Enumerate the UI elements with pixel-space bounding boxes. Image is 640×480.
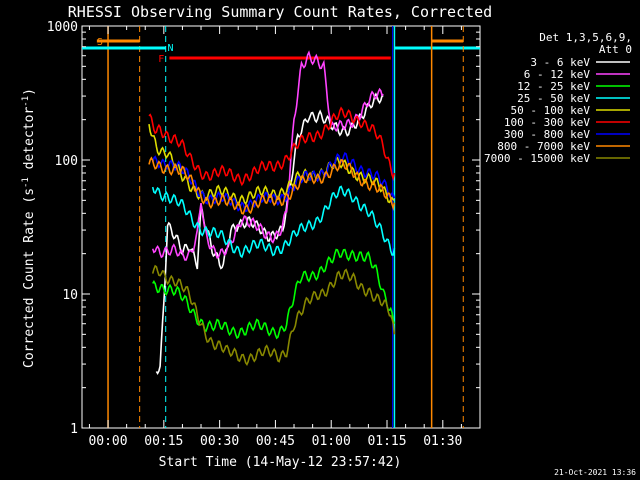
series-1 (151, 50, 384, 261)
legend-header-2: Att 0 (599, 43, 632, 56)
legend-entry-label: 50 - 100 keV (511, 104, 591, 117)
series-8 (151, 264, 396, 366)
axis-layer: 00:00 00:15 00:30 00:45 01:00 01:15 01:30 1 10 10… (47, 20, 481, 449)
series-0 (155, 92, 384, 375)
series-3 (151, 185, 396, 259)
legend-entry-label: 3 - 6 keV (530, 56, 590, 69)
series-line (148, 123, 395, 207)
y-axis-label: Corrected Count Rate (s-1 detector-1) (21, 88, 37, 368)
footer-date: 21-Oct-2021 13:36 (554, 468, 636, 477)
annotation-layer: S NF (82, 26, 480, 428)
series-line (155, 92, 384, 375)
x-tick-label: 01:15 (367, 434, 406, 449)
legend-entry-label: 12 - 25 keV (517, 80, 590, 93)
series-7 (148, 156, 396, 215)
series-line (148, 106, 396, 187)
y-label-tail: detector (22, 107, 37, 178)
legend-entry-label: 7000 - 15000 keV (484, 152, 590, 165)
x-tick-label: 00:15 (144, 434, 183, 449)
flare-label: F (158, 54, 164, 65)
series-4 (148, 123, 395, 207)
legend-entry-label: 25 - 50 keV (517, 92, 590, 105)
x-tick-label: 00:45 (256, 434, 295, 449)
y-tick-label: 1 (70, 422, 78, 437)
x-tick-label: 00:30 (200, 434, 239, 449)
y-label-close: ) (22, 88, 37, 96)
legend-entry-label: 300 - 800 keV (504, 128, 590, 141)
series-5 (148, 106, 396, 187)
y-label-sup2: -1 (21, 96, 31, 107)
series-line (151, 185, 396, 259)
y-tick-label: 1000 (47, 20, 78, 35)
series-line (151, 50, 384, 261)
x-axis-label: Start Time (14-May-12 23:57:42) (159, 455, 402, 470)
chart-title: RHESSI Observing Summary Count Rates, Co… (68, 3, 492, 21)
x-tick-label: 01:00 (312, 434, 351, 449)
series-line (152, 248, 396, 340)
x-tick-label: 00:00 (88, 434, 127, 449)
plot-border (81, 25, 481, 429)
y-label-sup: -1 (21, 177, 31, 188)
plot-frame (81, 25, 481, 429)
x-tick-label: 01:30 (423, 434, 462, 449)
saa-label: S (97, 37, 103, 48)
series-layer (148, 50, 396, 375)
legend-entry-label: 6 - 12 keV (524, 68, 591, 81)
legend-entry-label: 100 - 300 keV (504, 116, 590, 129)
y-tick-label: 10 (62, 288, 78, 303)
y-tick-label: 100 (55, 154, 78, 169)
y-label-main: Corrected Count Rate (s (22, 188, 37, 368)
series-2 (152, 248, 396, 340)
legend-header-1: Det 1,3,5,6,9, (539, 31, 632, 44)
legend-entry-label: 800 - 7000 keV (497, 140, 590, 153)
series-line (151, 264, 396, 366)
series-line (148, 156, 396, 215)
night-label: N (168, 43, 174, 54)
